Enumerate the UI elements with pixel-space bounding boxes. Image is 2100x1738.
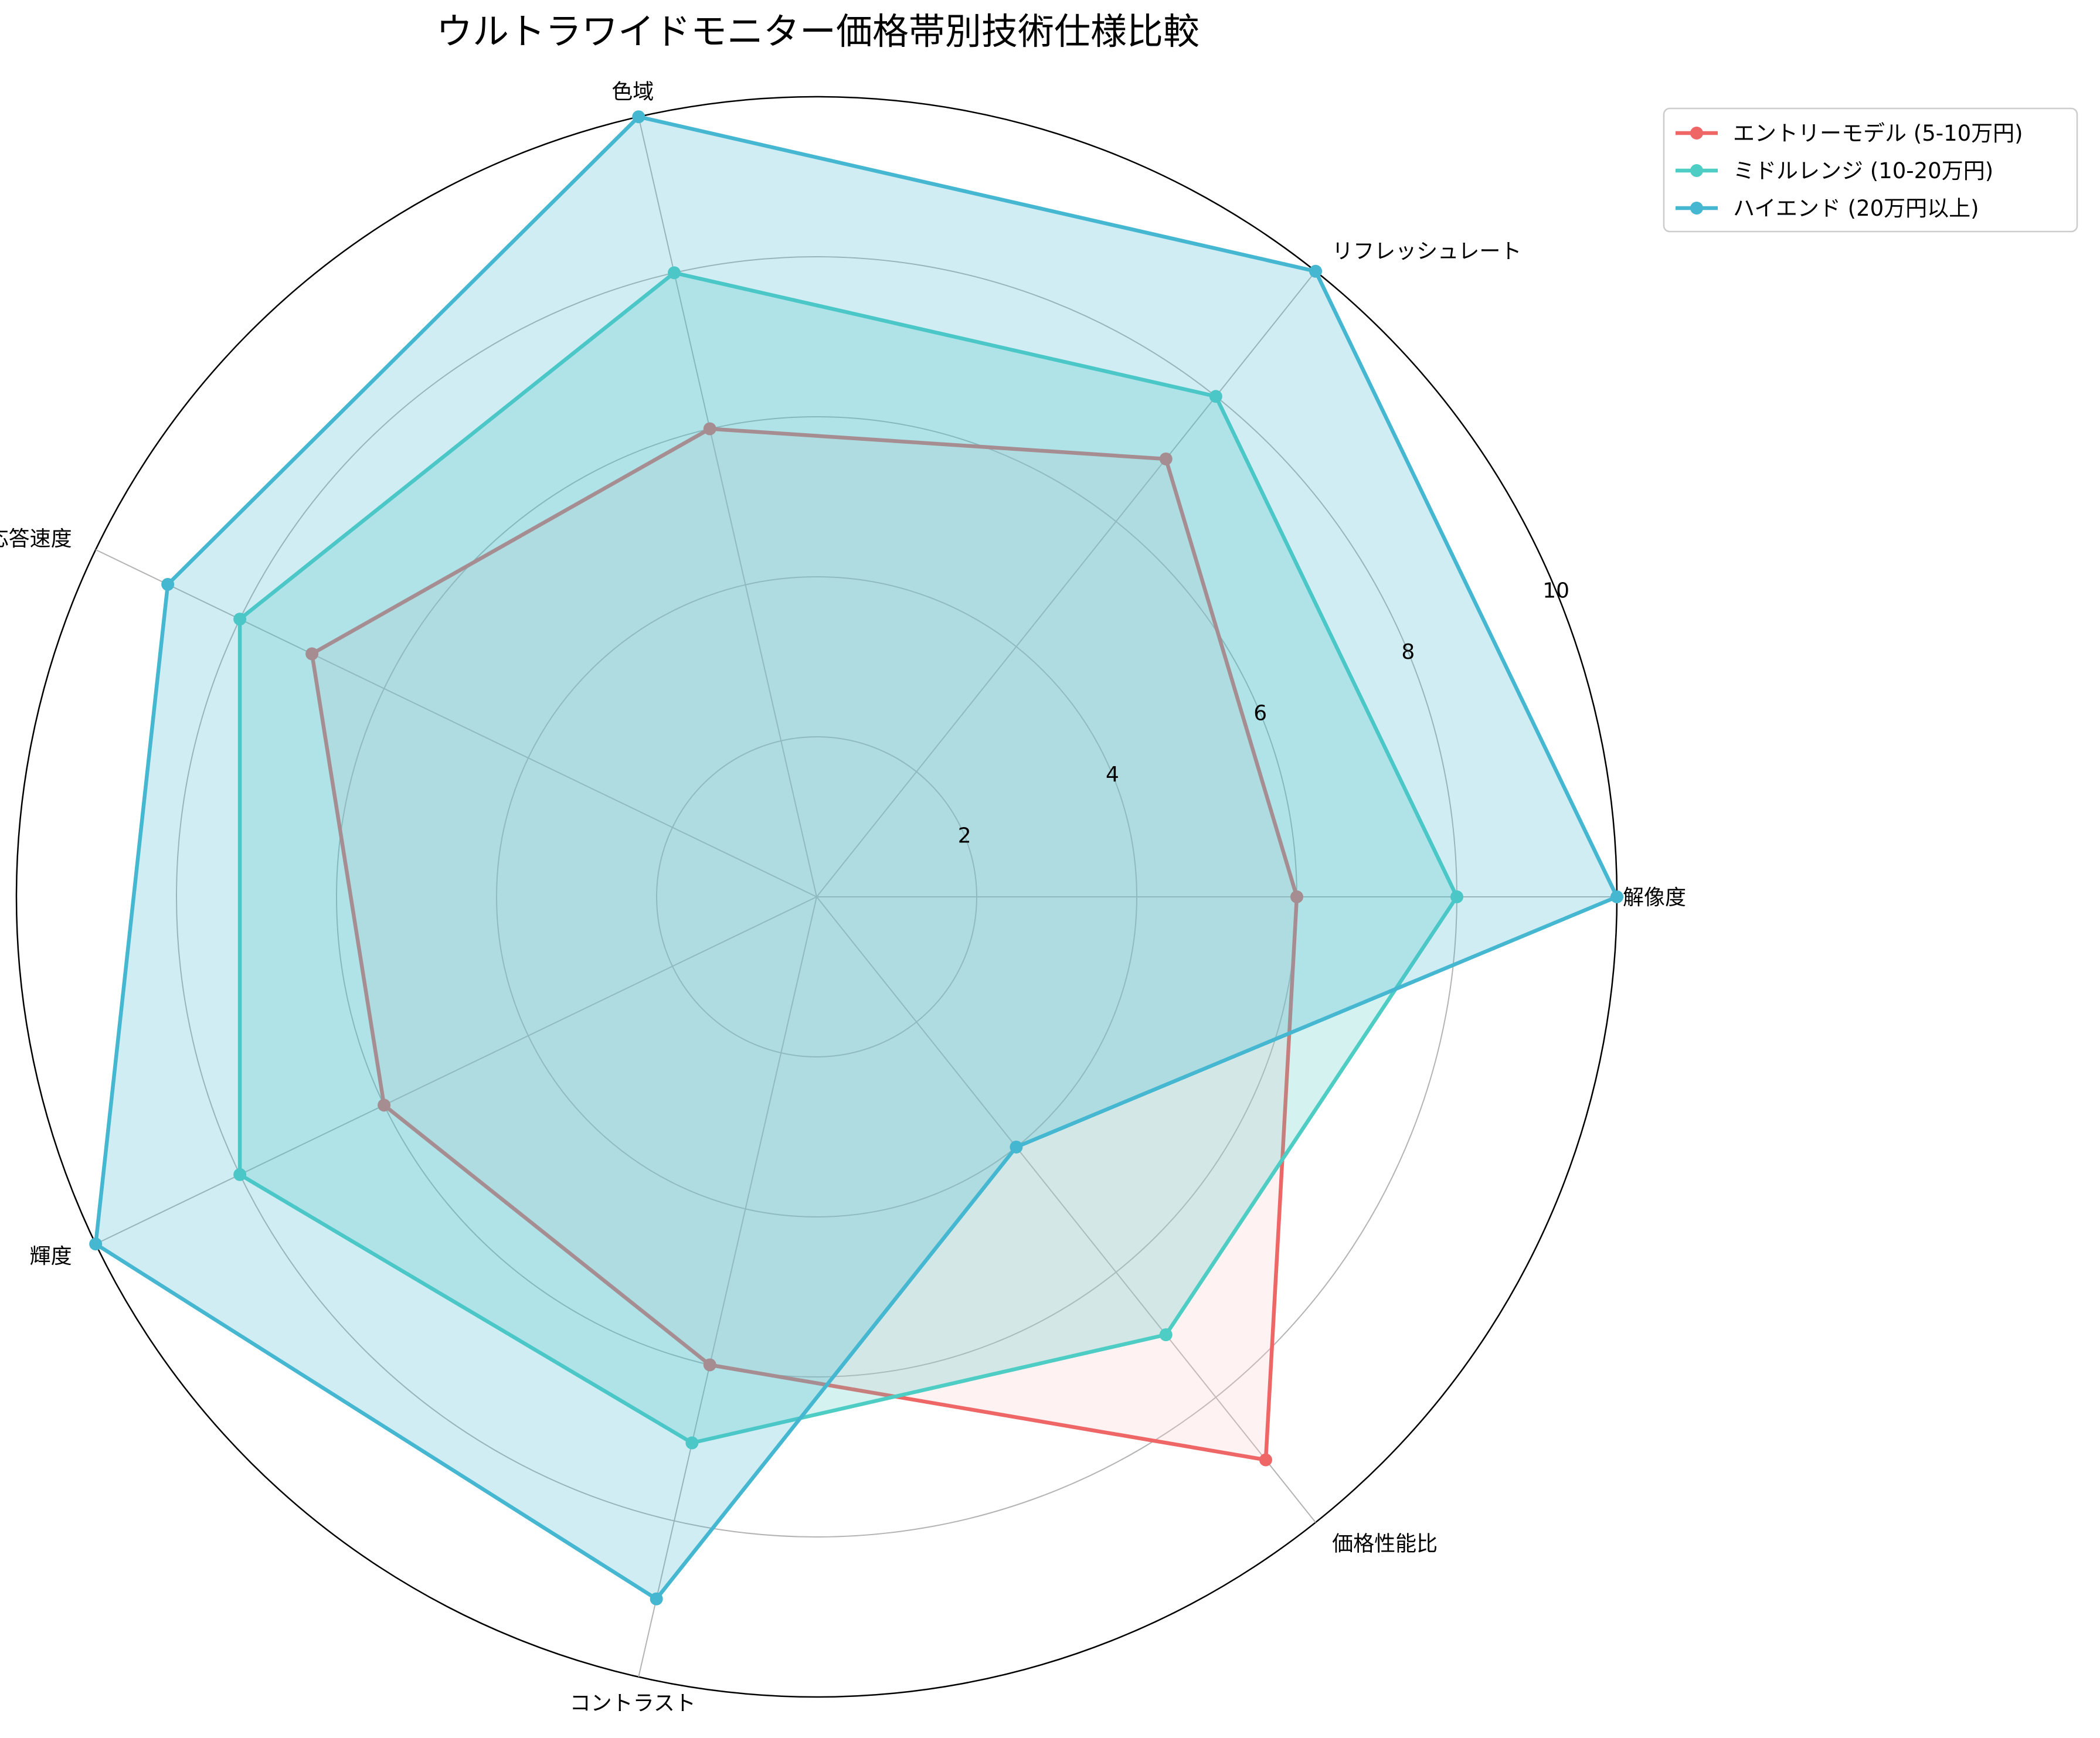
- legend: エントリーモデル (5-10万円) ミドルレンジ (10-20万円) ハイエンド (…: [1663, 107, 2078, 233]
- series-2-point-3: [668, 266, 681, 280]
- series-line-3: [93, 114, 1619, 1601]
- axis-labels: 2 4 6 8 10 解像度 リフレッシュレート 色域応答速度輝度コントラスト 価格性能比: [0, 80, 1686, 1715]
- series-3-point-3: [632, 110, 645, 124]
- series-3-point-6: [650, 1592, 663, 1606]
- grid-spoke: [95, 896, 817, 1245]
- axis-label-4: 応答速度: [0, 527, 72, 551]
- chart-title: ウルトラワイドモニター価格帯別技術仕様比較: [436, 10, 1199, 53]
- r-tick-label: 4: [1106, 763, 1119, 787]
- series-3-point-2: [1309, 264, 1323, 278]
- legend-frame: [1663, 107, 2078, 233]
- grid-spoke: [816, 271, 1316, 897]
- series-2-point-4: [233, 613, 247, 626]
- r-tick-label: 6: [1253, 702, 1267, 726]
- series-1-point-3: [703, 422, 716, 436]
- series-1-point-4: [305, 647, 319, 661]
- axis-label-6: コントラスト: [570, 1692, 696, 1716]
- series-3-point-1: [1610, 890, 1623, 903]
- series-3-point-7: [1010, 1140, 1023, 1154]
- r-tick-label: 2: [958, 824, 971, 848]
- series-1-point-6: [703, 1358, 716, 1372]
- series-area-2: [240, 273, 1457, 1443]
- legend-marker-3: [1690, 202, 1703, 215]
- r-tick-label: 8: [1401, 640, 1415, 664]
- series-2-point-5: [233, 1168, 247, 1181]
- axis-label-5: 輝度: [30, 1244, 72, 1268]
- series-1-point-2: [1159, 452, 1173, 465]
- series-area-3: [96, 117, 1618, 1599]
- series-2-point-1: [1450, 890, 1463, 903]
- axis-label-3: 色域: [611, 80, 654, 104]
- series-area-1: [312, 428, 1297, 1460]
- axis-label-2: リフレッシュレート: [1332, 240, 1521, 264]
- series-2-point-7: [1159, 1328, 1173, 1342]
- grid-spoke: [638, 117, 817, 897]
- legend-label-2: ミドルレンジ (10-20万円): [1733, 158, 1993, 183]
- series-2-point-2: [1209, 390, 1222, 403]
- series-line-2: [237, 271, 1459, 1445]
- legend-marker-2: [1690, 164, 1703, 177]
- series-1-point-1: [1290, 890, 1303, 903]
- series-1-point-5: [378, 1098, 391, 1112]
- grid-spoke: [816, 896, 1316, 1523]
- r-tick-label: 10: [1542, 579, 1569, 603]
- series-3-point-5: [89, 1237, 103, 1251]
- series-2-point-6: [685, 1436, 699, 1450]
- axis-label-1: 解像度: [1623, 886, 1686, 910]
- axis-label-7: 価格性能比: [1332, 1532, 1438, 1556]
- grid-spoke: [95, 549, 817, 897]
- series-layer: [89, 110, 1623, 1606]
- legend-label-1: エントリーモデル (5-10万円): [1733, 121, 2023, 146]
- series-line-1: [310, 427, 1299, 1462]
- grid-spoke: [638, 896, 817, 1677]
- legend-marker-1: [1690, 127, 1703, 140]
- series-3-point-4: [161, 577, 175, 591]
- legend-label-3: ハイエンド (20万円以上): [1733, 196, 1979, 221]
- series-1-point-7: [1259, 1453, 1272, 1467]
